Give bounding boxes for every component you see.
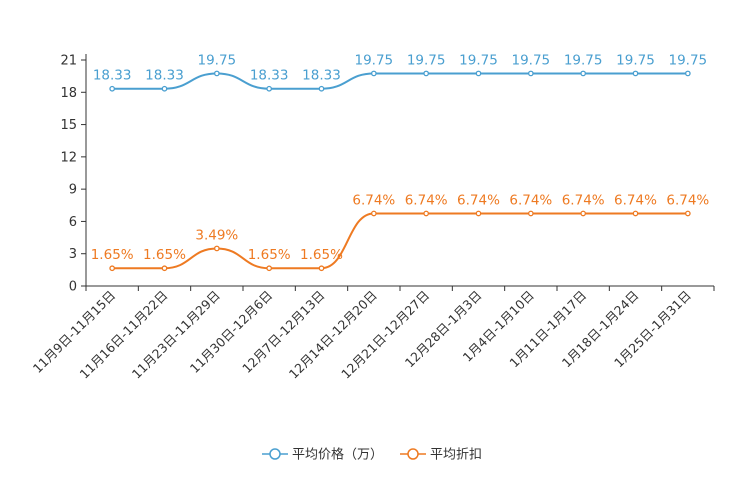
data-label: 1.65% — [300, 247, 343, 263]
data-point — [266, 265, 273, 272]
data-label: 6.74% — [405, 192, 448, 208]
y-tick-label: 12 — [60, 150, 77, 165]
data-label: 6.74% — [509, 192, 552, 208]
legend-item-1: 平均价格（万） — [262, 447, 383, 463]
legend-label: 平均折扣 — [430, 448, 482, 463]
data-label: 1.65% — [248, 247, 291, 263]
y-tick-label: 6 — [69, 215, 77, 230]
data-point — [527, 210, 534, 217]
data-point — [632, 210, 639, 217]
legend: 平均价格（万） 平均折扣 — [262, 447, 482, 463]
x-tick-label: 12月14日-12月20日 — [286, 288, 380, 382]
y-tick-label: 3 — [69, 247, 77, 262]
data-label: 19.75 — [512, 52, 551, 68]
y-tick-label: 15 — [60, 118, 77, 133]
data-point — [213, 245, 220, 252]
x-tick-label: 12月21日-12月27日 — [338, 288, 432, 382]
series-2: 1.65% 1.65% 3.49% 1.65% 1.65% 6.74% 6.74% 6.74%… — [91, 192, 709, 272]
data-label: 6.74% — [666, 192, 709, 208]
data-point — [580, 210, 587, 217]
data-label: 19.75 — [355, 52, 394, 68]
data-label: 18.33 — [145, 68, 184, 84]
data-label: 19.75 — [564, 52, 603, 68]
data-point — [318, 265, 325, 272]
data-label: 19.75 — [198, 52, 237, 68]
data-point — [370, 210, 377, 217]
data-point — [161, 265, 168, 272]
data-point — [684, 70, 691, 77]
data-point — [109, 85, 116, 92]
series-line — [112, 72, 688, 90]
axes: 03691215182111月9日-11月15日11月16日-11月22日11月… — [30, 54, 715, 382]
data-point — [423, 210, 430, 217]
legend-label: 平均价格（万） — [292, 447, 383, 463]
data-point — [632, 70, 639, 77]
y-tick-label: 9 — [69, 183, 77, 198]
data-label: 19.75 — [407, 52, 446, 68]
data-label: 19.75 — [669, 52, 708, 68]
y-tick-label: 18 — [60, 86, 77, 101]
data-label: 6.74% — [457, 192, 500, 208]
data-point — [475, 70, 482, 77]
data-label: 19.75 — [616, 52, 655, 68]
series-layer: 18.33 18.33 19.75 18.33 18.33 19.75 19.75 19.75… — [91, 52, 709, 272]
data-point — [527, 70, 534, 77]
data-label: 18.33 — [250, 68, 289, 84]
data-point — [580, 70, 587, 77]
data-point — [370, 70, 377, 77]
data-label: 18.33 — [302, 68, 341, 84]
x-tick-label: 11月16日-11月22日 — [76, 288, 170, 382]
legend-marker-icon — [407, 448, 419, 460]
y-tick-label: 21 — [60, 54, 77, 69]
data-label: 3.49% — [195, 227, 238, 243]
data-label: 6.74% — [614, 192, 657, 208]
legend-item-2: 平均折扣 — [400, 448, 482, 463]
series-1: 18.33 18.33 19.75 18.33 18.33 19.75 19.75 19.75… — [93, 52, 708, 92]
x-tick-label: 11月23日-11月29日 — [129, 288, 223, 382]
data-point — [423, 70, 430, 77]
data-label: 19.75 — [459, 52, 498, 68]
data-point — [213, 70, 220, 77]
data-point — [109, 265, 116, 272]
y-tick-label: 0 — [69, 280, 77, 295]
data-point — [266, 85, 273, 92]
data-label: 18.33 — [93, 68, 132, 84]
data-label: 1.65% — [143, 247, 186, 263]
data-point — [475, 210, 482, 217]
data-point — [161, 85, 168, 92]
data-label: 1.65% — [91, 247, 134, 263]
data-point — [684, 210, 691, 217]
data-label: 6.74% — [352, 192, 395, 208]
data-label: 6.74% — [562, 192, 605, 208]
data-point — [318, 85, 325, 92]
legend-marker-icon — [269, 448, 281, 460]
